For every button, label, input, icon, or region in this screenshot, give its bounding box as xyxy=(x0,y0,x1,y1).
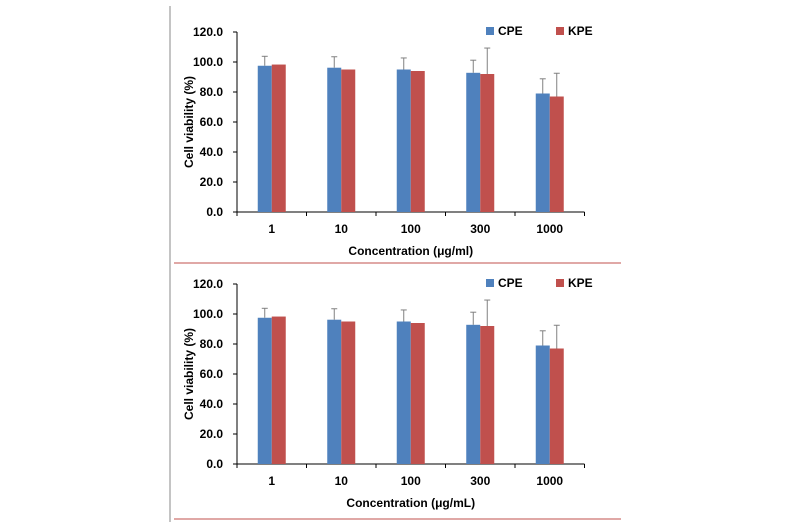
legend-swatch-cpe xyxy=(486,279,494,287)
bar-kpe-100 xyxy=(410,323,425,464)
y-tick-label: 0.0 xyxy=(206,205,223,219)
y-tick-label: 60.0 xyxy=(200,367,224,381)
bar-kpe-10 xyxy=(341,321,356,464)
y-tick-label: 100.0 xyxy=(193,55,223,69)
bar-cpe-10 xyxy=(327,319,342,464)
x-tick-label: 300 xyxy=(470,474,490,488)
x-axis-title: Concentration (μg/mL) xyxy=(346,496,475,510)
y-tick-label: 40.0 xyxy=(200,397,224,411)
bar-kpe-10 xyxy=(341,69,356,212)
bar-cpe-1000 xyxy=(535,93,550,212)
bar-cpe-300 xyxy=(466,72,481,212)
x-axis-title: Concentration (μg/ml) xyxy=(348,244,473,258)
chart-bottom: 0.0 20.0 40.0 60.0 80.0 100.0 120.0 1 10 100 300 10… xyxy=(174,276,621,520)
x-tick-label: 100 xyxy=(401,474,421,488)
y-tick-label: 120.0 xyxy=(193,277,223,291)
y-tick-label: 100.0 xyxy=(193,307,223,321)
bar-kpe-1 xyxy=(271,316,286,464)
legend-swatch-kpe xyxy=(556,27,564,35)
y-tick-label: 80.0 xyxy=(200,337,224,351)
y-axis-title: Cell viability (%) xyxy=(182,328,196,420)
x-tick-label: 10 xyxy=(335,222,349,236)
bar-cpe-100 xyxy=(396,69,411,212)
bar-kpe-100 xyxy=(410,71,425,212)
y-tick-label: 80.0 xyxy=(200,85,224,99)
bar-kpe-1 xyxy=(271,64,286,212)
legend-label-cpe: CPE xyxy=(498,24,523,38)
x-tick-label: 1 xyxy=(268,474,275,488)
x-tick-label: 10 xyxy=(335,474,349,488)
legend-swatch-kpe xyxy=(556,279,564,287)
x-tick-label: 300 xyxy=(470,222,490,236)
x-tick-label: 1000 xyxy=(536,222,563,236)
bar-kpe-1000 xyxy=(549,96,564,212)
x-tick-label: 100 xyxy=(401,222,421,236)
bar-kpe-1000 xyxy=(549,348,564,464)
x-tick-label: 1 xyxy=(268,222,275,236)
bar-cpe-300 xyxy=(466,324,481,464)
bar-kpe-300 xyxy=(480,74,495,212)
bar-cpe-1000 xyxy=(535,345,550,464)
y-tick-label: 40.0 xyxy=(200,145,224,159)
bar-cpe-100 xyxy=(396,321,411,464)
legend-label-cpe: CPE xyxy=(498,276,523,290)
legend-swatch-cpe xyxy=(486,27,494,35)
legend-label-kpe: KPE xyxy=(568,24,593,38)
y-tick-label: 60.0 xyxy=(200,115,224,129)
y-tick-label: 120.0 xyxy=(193,25,223,39)
y-tick-label: 0.0 xyxy=(206,457,223,471)
y-axis-title: Cell viability (%) xyxy=(182,76,196,168)
bar-cpe-1 xyxy=(257,317,272,464)
x-tick-label: 1000 xyxy=(536,474,563,488)
bar-cpe-1 xyxy=(257,65,272,212)
bar-cpe-10 xyxy=(327,67,342,212)
bar-kpe-300 xyxy=(480,326,495,464)
legend-label-kpe: KPE xyxy=(568,276,593,290)
chart-top: 0.0 20.0 40.0 60.0 80.0 100.0 120.0 1 10 100 300 10… xyxy=(174,24,621,264)
y-tick-label: 20.0 xyxy=(200,175,224,189)
y-tick-label: 20.0 xyxy=(200,427,224,441)
